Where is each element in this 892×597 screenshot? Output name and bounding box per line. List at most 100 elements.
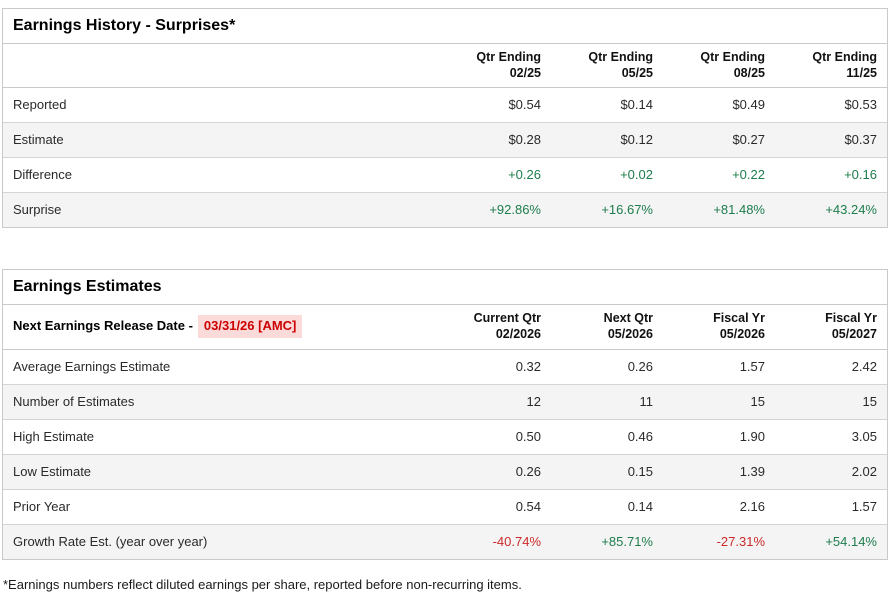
value-cell: 0.50 (439, 418, 551, 455)
earnings-history-header: Qtr Ending 02/25 Qtr Ending 05/25 Qtr Ending… (3, 43, 887, 89)
value-cell: 15 (775, 383, 887, 420)
table-row: Difference +0.26 +0.02 +0.22 +0.16 (3, 157, 887, 193)
earnings-estimates-table: Next Earnings Release Date -03/31/26 [AM… (3, 305, 887, 559)
row-label: Surprise (3, 192, 439, 228)
column-header: Fiscal Yr 05/2027 (775, 305, 887, 350)
earnings-estimates-header: Next Earnings Release Date -03/31/26 [AM… (3, 305, 887, 350)
column-header-label: Qtr Ending (476, 49, 541, 64)
value-cell: 2.16 (663, 488, 775, 525)
value-cell: $0.37 (775, 122, 887, 158)
value-cell: 0.26 (627, 358, 653, 374)
earnings-estimates-title: Earnings Estimates (3, 270, 887, 306)
value-cell: 0.26 (439, 453, 551, 490)
value-cell: +54.14% (775, 523, 887, 559)
header-row: Next Earnings Release Date -03/31/26 [AM… (3, 305, 887, 350)
value-cell: $0.49 (732, 97, 765, 113)
value-cell: +92.86% (439, 192, 551, 228)
value-cell: 1.57 (739, 358, 765, 374)
column-header-period: 08/25 (733, 66, 765, 81)
row-label: Reported (13, 97, 67, 113)
column-header-period: 05/2026 (607, 327, 653, 342)
table-row: Low Estimate 0.26 0.15 1.39 2.02 (3, 453, 887, 490)
column-header-label: Qtr Ending (700, 49, 765, 64)
earnings-history-body: Reported $0.54 $0.14 $0.49 $0.53 Estimate $0.2… (3, 88, 887, 228)
column-header-period: 11/25 (846, 66, 877, 81)
value-cell: 0.54 (439, 488, 551, 525)
column-header: Next Qtr 05/2026 (551, 305, 663, 350)
value-cell: 1.57 (775, 488, 887, 525)
value-cell: +81.48% (663, 192, 775, 228)
value-cell: 0.15 (551, 453, 663, 490)
row-label: Low Estimate (3, 453, 439, 490)
header-row: Qtr Ending 02/25 Qtr Ending 05/25 Qtr Ending… (3, 43, 887, 89)
row-label: High Estimate (3, 418, 439, 455)
row-label: Prior Year (3, 488, 439, 525)
column-header-period: 02/25 (509, 66, 541, 81)
value-cell: 15 (663, 383, 775, 420)
column-header-label: Qtr Ending (812, 49, 877, 64)
value-cell: 12 (439, 383, 551, 420)
value-cell: 1.90 (663, 418, 775, 455)
table-row: Number of Estimates 12 11 15 15 (3, 383, 887, 420)
value-cell: +0.26 (439, 157, 551, 193)
value-cell: $0.27 (663, 122, 775, 158)
value-cell: +85.71% (551, 523, 663, 559)
table-row: Average Earnings Estimate 0.32 0.26 1.57 2.4… (3, 349, 887, 384)
table-row: Growth Rate Est. (year over year) -40.74%… (3, 523, 887, 559)
value-cell: +0.02 (551, 157, 663, 193)
row-label: Growth Rate Est. (year over year) (3, 523, 439, 559)
earnings-history-title: Earnings History - Surprises* (3, 9, 887, 44)
value-cell: 2.02 (775, 453, 887, 490)
column-header: Current Qtr 02/2026 (439, 305, 551, 350)
release-date-value: 03/31/26 [AMC] (197, 314, 303, 338)
value-cell: +43.24% (775, 192, 887, 228)
earnings-estimates-panel: Earnings Estimates Next Earnings Release… (2, 269, 888, 560)
column-header-period: 05/2027 (831, 327, 877, 342)
value-cell: $0.14 (620, 97, 653, 113)
earnings-history-table: Qtr Ending 02/25 Qtr Ending 05/25 Qtr Ending… (3, 43, 887, 228)
release-date-label: Next Earnings Release Date - (13, 317, 193, 333)
value-cell: $0.28 (439, 122, 551, 158)
row-label: Estimate (3, 122, 439, 158)
column-header: Qtr Ending 02/25 (439, 43, 551, 89)
value-cell: +0.22 (663, 157, 775, 193)
value-cell: -40.74% (439, 523, 551, 559)
value-cell: $0.54 (508, 97, 541, 113)
footnote: *Earnings numbers reflect diluted earnin… (3, 576, 522, 592)
column-header-label: Current Qtr (473, 311, 541, 326)
column-header: Fiscal Yr 05/2026 (663, 305, 775, 350)
value-cell: 0.46 (551, 418, 663, 455)
value-cell: +16.67% (551, 192, 663, 228)
table-row: Prior Year 0.54 0.14 2.16 1.57 (3, 488, 887, 525)
table-row: High Estimate 0.50 0.46 1.90 3.05 (3, 418, 887, 455)
column-header-period: 05/2026 (719, 327, 765, 342)
value-cell: +0.16 (775, 157, 887, 193)
column-header-label: Fiscal Yr (713, 311, 765, 326)
header-spacer-cell (3, 43, 439, 89)
table-row: Estimate $0.28 $0.12 $0.27 $0.37 (3, 122, 887, 158)
column-header-label: Fiscal Yr (825, 311, 877, 326)
value-cell: $0.53 (844, 97, 877, 113)
next-earnings-release-cell: Next Earnings Release Date -03/31/26 [AM… (3, 305, 439, 350)
column-header-label: Next Qtr (603, 311, 653, 326)
value-cell: -27.31% (663, 523, 775, 559)
table-row: Surprise +92.86% +16.67% +81.48% +43.24% (3, 192, 887, 228)
column-header-label: Qtr Ending (588, 49, 653, 64)
value-cell: 1.39 (663, 453, 775, 490)
column-header-period: 02/2026 (495, 327, 541, 342)
value-cell: $0.12 (551, 122, 663, 158)
earnings-estimates-body: Average Earnings Estimate 0.32 0.26 1.57 2.4… (3, 349, 887, 559)
column-header-period: 05/25 (621, 66, 653, 81)
row-label: Average Earnings Estimate (13, 358, 171, 374)
column-header: Qtr Ending 08/25 (663, 43, 775, 89)
row-label: Difference (3, 157, 439, 193)
value-cell: 2.42 (851, 358, 877, 374)
earnings-page: Earnings History - Surprises* Qtr Ending… (2, 8, 888, 592)
value-cell: 3.05 (775, 418, 887, 455)
table-row: Reported $0.54 $0.14 $0.49 $0.53 (3, 88, 887, 123)
column-header: Qtr Ending 05/25 (551, 43, 663, 89)
value-cell: 0.14 (551, 488, 663, 525)
value-cell: 11 (551, 383, 663, 420)
row-label: Number of Estimates (3, 383, 439, 420)
earnings-history-panel: Earnings History - Surprises* Qtr Ending… (2, 8, 888, 229)
